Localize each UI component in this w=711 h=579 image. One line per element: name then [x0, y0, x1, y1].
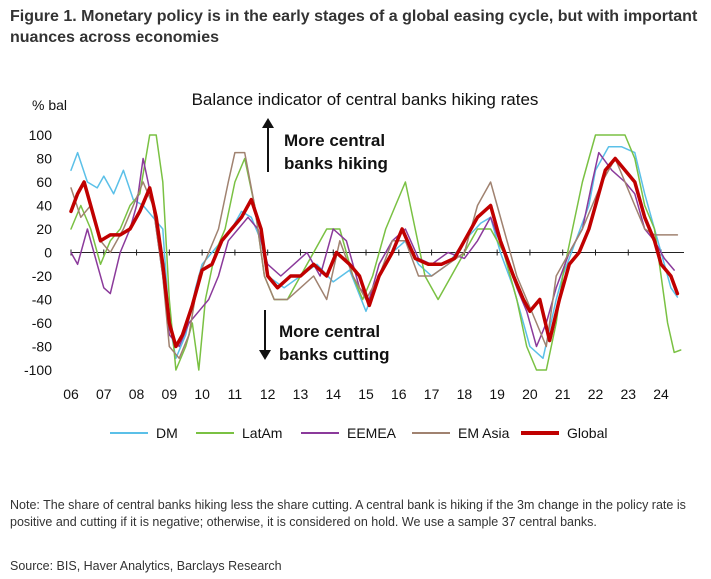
legend-label-global: Global	[567, 425, 607, 441]
series-lines	[69, 134, 682, 371]
annotation-hiking-line1: More central	[284, 131, 385, 150]
y-tick-label: 80	[36, 151, 52, 167]
legend-label-em-asia: EM Asia	[458, 425, 510, 441]
x-tick-label: 12	[260, 386, 276, 402]
x-tick-label: 17	[424, 386, 440, 402]
x-tick-label: 24	[653, 386, 669, 402]
x-tick-label: 18	[457, 386, 473, 402]
series-line-latam	[70, 134, 682, 371]
y-tick-label: -80	[32, 339, 52, 355]
legend-label-dm: DM	[156, 425, 178, 441]
x-tick-label: 13	[293, 386, 309, 402]
x-tick-label: 10	[194, 386, 210, 402]
chart: Balance indicator of central banks hikin…	[24, 90, 684, 441]
x-tick-label: 14	[325, 386, 341, 402]
x-tick-label: 09	[162, 386, 178, 402]
legend-label-eemea: EEMEA	[347, 425, 397, 441]
series-line-global	[69, 156, 680, 349]
source-text: Source: BIS, Haver Analytics, Barclays R…	[10, 559, 282, 573]
up-arrowhead-icon	[262, 118, 274, 128]
annotation-cutting-line2: banks cutting	[279, 345, 390, 364]
y-axis: 100 80 60 40 20 0 -20 -40 -60 -80 -100	[24, 127, 684, 378]
x-tick-label: 16	[391, 386, 407, 402]
y-axis-label: % bal	[32, 97, 67, 113]
legend: DM LatAm EEMEA EM Asia Global	[110, 425, 607, 441]
x-tick-label: 15	[358, 386, 374, 402]
x-axis: 06 07 08 09 10 11 12 13 14 15 16 17 18 19 20 21 22 23 24	[63, 249, 669, 402]
down-arrowhead-icon	[259, 350, 271, 360]
y-tick-label: 60	[36, 174, 52, 190]
x-tick-label: 06	[63, 386, 79, 402]
annotation-cutting-line1: More central	[279, 322, 380, 341]
figure-title: Figure 1. Monetary policy is in the earl…	[10, 8, 698, 46]
x-tick-label: 08	[129, 386, 145, 402]
y-tick-label: -20	[32, 268, 52, 284]
note-text: Note: The share of central banks hiking …	[10, 498, 686, 529]
legend-label-latam: LatAm	[242, 425, 282, 441]
annotations: More central banks hiking More central bank…	[259, 118, 390, 364]
y-tick-label: -40	[32, 292, 52, 308]
y-tick-label: 0	[44, 245, 52, 261]
chart-title: Balance indicator of central banks hikin…	[192, 90, 539, 109]
x-tick-label: 23	[620, 386, 636, 402]
x-tick-label: 21	[555, 386, 571, 402]
x-tick-label: 11	[228, 386, 243, 402]
y-tick-label: 100	[29, 127, 53, 143]
y-tick-label: -60	[32, 315, 52, 331]
annotation-hiking-line2: banks hiking	[284, 154, 388, 173]
y-tick-label: 20	[36, 221, 52, 237]
x-tick-label: 19	[489, 386, 505, 402]
x-tick-label: 22	[588, 386, 604, 402]
y-tick-label: 40	[36, 198, 52, 214]
x-tick-label: 20	[522, 386, 538, 402]
x-tick-label: 07	[96, 386, 112, 402]
y-tick-label: -100	[24, 362, 52, 378]
